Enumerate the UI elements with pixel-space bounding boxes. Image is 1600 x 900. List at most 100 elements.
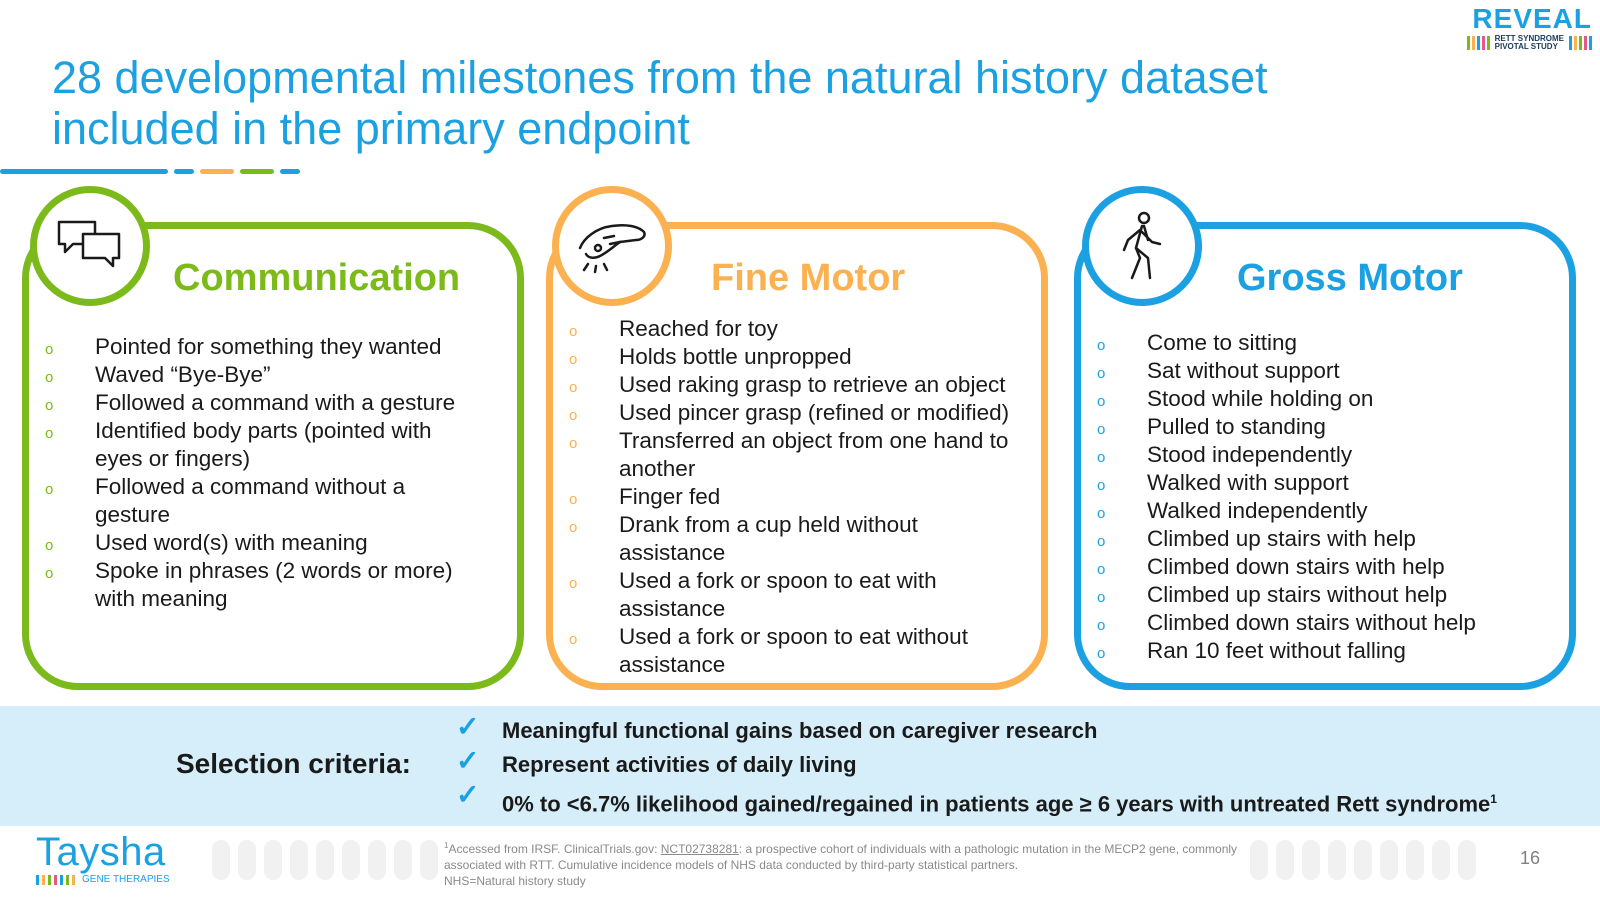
list-item: o Climbed down stairs without help xyxy=(1081,609,1571,637)
bullet: o xyxy=(569,435,578,452)
communication-icon-badge xyxy=(30,186,150,306)
list-item: o Stood while holding on xyxy=(1081,385,1571,413)
footnote: 1Accessed from IRSF. ClinicalTrials.gov:… xyxy=(444,841,1238,888)
communication-card: Communication o Pointed for something the… xyxy=(22,222,524,690)
list-item: o Climbed up stairs without help xyxy=(1081,581,1571,609)
list-item: o Pointed for something they wanted xyxy=(29,333,509,361)
bullet: o xyxy=(569,519,578,536)
check-icon: ✓ xyxy=(456,779,480,810)
check-icon: ✓ xyxy=(456,745,480,776)
bullet: o xyxy=(1097,421,1106,438)
divider-dash-blue xyxy=(174,169,194,174)
criteria-item: ✓ Meaningful functional gains based on c… xyxy=(456,711,1098,743)
bullet: o xyxy=(569,351,578,368)
reveal-logo: REVEAL RETT SYNDROME PIVOTAL STUDY xyxy=(1452,4,1592,51)
bullet: o xyxy=(569,407,578,424)
bullet: o xyxy=(45,481,54,498)
page-number: 16 xyxy=(1520,848,1541,868)
list-item: o Followed a command with a gesture xyxy=(29,389,509,417)
list-item: o Drank from a cup held without assistance xyxy=(569,512,918,565)
list-item: o Transferred an object from one hand to a… xyxy=(569,428,1009,481)
criteria-item: ✓ Represent activities of daily living xyxy=(456,745,857,777)
bullet: o xyxy=(1097,617,1106,634)
check-icon: ✓ xyxy=(456,711,480,742)
bullet: o xyxy=(45,565,54,582)
bullet: o xyxy=(1097,561,1106,578)
bullet: o xyxy=(1097,589,1106,606)
gross-motor-card: Gross Motor o Come to sitting o Sat withou… xyxy=(1074,222,1576,690)
criteria-item: ✓ 0% to <6.7% likelihood gained/regained… xyxy=(456,779,1497,817)
bullet: o xyxy=(45,397,54,414)
communication-title: Communication xyxy=(173,257,461,299)
reveal-sub-line2: PIVOTAL STUDY xyxy=(1494,42,1558,51)
taysha-logo-word: Taysha xyxy=(36,830,166,874)
divider-dash-green xyxy=(240,169,274,174)
reveal-left-bars xyxy=(1466,36,1490,50)
bullet: o xyxy=(1097,533,1106,550)
list-item: o Sat without support xyxy=(1081,357,1571,385)
list-item: o Followed a command without a gesture xyxy=(45,474,406,527)
list-item: o Used raking grasp to retrieve an object xyxy=(553,371,1043,399)
bullet: o xyxy=(1097,477,1106,494)
taysha-logo-sub: GENE THERAPIES xyxy=(82,874,170,885)
bullet: o xyxy=(45,369,54,386)
bullet: o xyxy=(45,341,54,358)
bullet: o xyxy=(569,631,578,648)
title-line-1: 28 developmental milestones from the nat… xyxy=(52,52,1268,103)
footnote-number: 1 xyxy=(444,841,449,850)
bullet: o xyxy=(569,575,578,592)
communication-list: o Pointed for something they wanted o Wave… xyxy=(29,333,509,613)
list-item: o Spoke in phrases (2 words or more) with … xyxy=(45,558,453,611)
list-item: o Pulled to standing xyxy=(1081,413,1571,441)
fine-motor-icon-badge xyxy=(552,186,672,306)
gross-motor-title: Gross Motor xyxy=(1237,257,1463,299)
bullet: o xyxy=(45,537,54,554)
list-item: o Ran 10 feet without falling xyxy=(1081,637,1571,665)
selection-criteria-band xyxy=(0,706,1600,826)
decorative-bars-right xyxy=(1250,840,1476,880)
list-item: o Waved “Bye-Bye” xyxy=(29,361,509,389)
list-item: o Come to sitting xyxy=(1081,329,1571,357)
bullet: o xyxy=(1097,645,1106,662)
bullet: o xyxy=(569,379,578,396)
list-item: o Holds bottle unpropped xyxy=(553,343,1043,371)
selection-criteria-list: ✓ Meaningful functional gains based on c… xyxy=(456,711,1497,817)
list-item: o Climbed down stairs with help xyxy=(1081,553,1571,581)
bullet: o xyxy=(1097,393,1106,410)
slide-title: 28 developmental milestones from the nat… xyxy=(52,52,1382,154)
reveal-right-bars xyxy=(1569,36,1592,50)
bullet: o xyxy=(1097,449,1106,466)
hand-grasp-icon xyxy=(578,224,646,274)
fine-motor-title: Fine Motor xyxy=(711,257,906,299)
list-item: o Reached for toy xyxy=(553,315,1043,343)
gross-motor-icon-badge xyxy=(1082,186,1202,306)
list-item: o Walked independently xyxy=(1081,497,1571,525)
divider-line xyxy=(0,169,168,174)
clinicaltrials-link[interactable]: NCT02738281 xyxy=(660,842,739,856)
bullet: o xyxy=(1097,337,1106,354)
reveal-logo-word: REVEAL xyxy=(1472,3,1592,34)
fine-motor-list: o Reached for toy o Holds bottle unpropped… xyxy=(553,315,1043,679)
list-item: o Walked with support xyxy=(1081,469,1571,497)
bullet: o xyxy=(569,491,578,508)
list-item: o Identified body parts (pointed with eyes… xyxy=(45,418,432,471)
footnote-marker: 1 xyxy=(1490,792,1497,806)
reveal-sub-line1: RETT SYNDROME xyxy=(1494,34,1564,43)
decorative-bars-left xyxy=(212,840,438,880)
selection-criteria-label: Selection criteria: xyxy=(176,748,411,779)
title-line-2: included in the primary endpoint xyxy=(52,103,690,154)
bullet: o xyxy=(1097,365,1106,382)
list-item: o Used a fork or spoon to eat without assi… xyxy=(569,624,968,677)
list-item: o Used word(s) with meaning xyxy=(29,529,509,557)
divider-dash-blue-2 xyxy=(280,169,300,174)
taysha-logo: Taysha GENE THERAPIES xyxy=(36,832,170,885)
list-item: o Stood independently xyxy=(1081,441,1571,469)
list-item: o Used pincer grasp (refined or modified) xyxy=(553,399,1043,427)
bullet: o xyxy=(569,323,578,340)
list-item: o Used a fork or spoon to eat with assista… xyxy=(569,568,937,621)
list-item: o Climbed up stairs with help xyxy=(1081,525,1571,553)
footnote-abbreviation: NHS=Natural history study xyxy=(444,874,586,888)
divider-dash-orange xyxy=(200,169,234,174)
list-item: o Finger fed xyxy=(553,483,1043,511)
chat-bubbles-icon xyxy=(57,220,121,268)
